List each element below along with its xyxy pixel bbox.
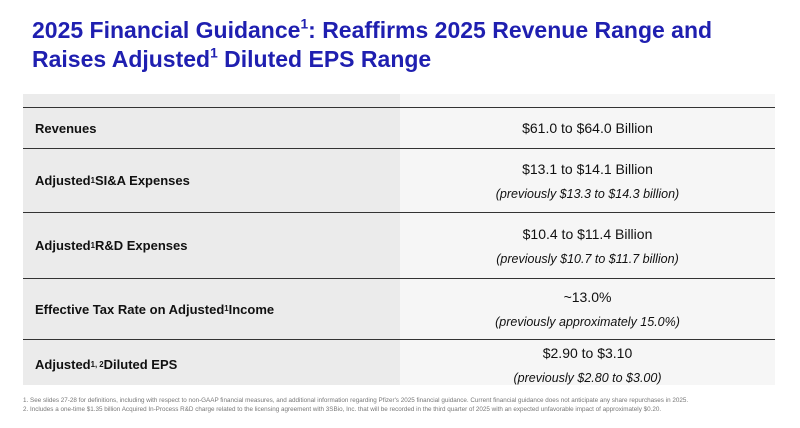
row-label: Effective Tax Rate on Adjusted 1 Income	[35, 301, 275, 317]
row-value: $2.90 to $3.10 (previously $2.80 to $3.00…	[400, 340, 775, 389]
title-text: 2025 Financial Guidance	[32, 17, 301, 43]
superscript: 1	[300, 16, 309, 32]
row-value: $13.1 to $14.1 Billion (previously $13.3 …	[400, 149, 775, 212]
row-value: ~13.0% (previously approximately 15.0%)	[400, 279, 775, 339]
previous-note: (previously $13.3 to $14.3 billion)	[495, 186, 680, 201]
title-text: Raises Adjusted	[32, 46, 211, 72]
label-text: Income	[228, 301, 275, 317]
table-row: Adjusted 1 SI&A Expenses $13.1 to $14.1 Bi…	[23, 149, 775, 213]
label-text: Revenues	[35, 120, 97, 136]
value-text: ~13.0%	[563, 289, 612, 305]
label-text: SI&A Expenses	[94, 173, 190, 188]
title-text: Diluted EPS Range	[217, 46, 432, 72]
row-label: Revenues	[35, 108, 96, 148]
table-row: Effective Tax Rate on Adjusted 1 Income ~1…	[23, 279, 775, 340]
previous-note: (previously $10.7 to $11.7 billion)	[496, 251, 679, 266]
footnotes: 1. See slides 27-28 for definitions, inc…	[23, 396, 783, 414]
row-value: $10.4 to $11.4 Billion (previously $10.7 …	[400, 213, 775, 278]
table-row: Adjusted 1 R&D Expenses $10.4 to $11.4 Bil…	[23, 213, 775, 279]
title-text: : Reaffirms 2025 Revenue Range and	[308, 17, 713, 43]
row-value: $61.0 to $64.0 Billion	[400, 108, 775, 148]
label-text: Diluted EPS	[103, 357, 178, 372]
value-text: $61.0 to $64.0 Billion	[522, 120, 653, 136]
value-text: $2.90 to $3.10	[542, 344, 633, 361]
value-text: $10.4 to $11.4 Billion	[522, 225, 653, 242]
label-text: Adjusted	[35, 357, 91, 372]
row-label: Adjusted 1, 2 Diluted EPS	[35, 357, 178, 372]
footnote: 2. Includes a one-time $1.35 billion Acq…	[23, 406, 662, 413]
label-text: Adjusted	[35, 173, 91, 188]
footnote: 1. See slides 27-28 for definitions, inc…	[23, 397, 689, 404]
title: 2025 Financial Guidance1: Reaffirms 2025…	[32, 16, 772, 74]
value-text: $13.1 to $14.1 Billion	[522, 160, 653, 177]
guidance-table: Revenues $61.0 to $64.0 Billion Adjusted 1 …	[23, 94, 775, 385]
header-row	[23, 94, 775, 108]
label-text: Adjusted	[35, 238, 91, 253]
superscript: 1	[210, 45, 218, 61]
row-label: Adjusted 1 R&D Expenses	[35, 238, 188, 253]
table-row: Revenues $61.0 to $64.0 Billion	[23, 108, 775, 149]
table-row: Adjusted 1, 2 Diluted EPS $2.90 to $3.10 (p…	[23, 340, 775, 389]
previous-note: (previously $2.80 to $3.00)	[513, 370, 662, 385]
label-text: R&D Expenses	[94, 238, 188, 253]
row-label: Adjusted 1 SI&A Expenses	[35, 173, 190, 188]
previous-note: (previously approximately 15.0%)	[495, 315, 680, 329]
label-text: Effective Tax Rate on Adjusted	[35, 301, 225, 317]
